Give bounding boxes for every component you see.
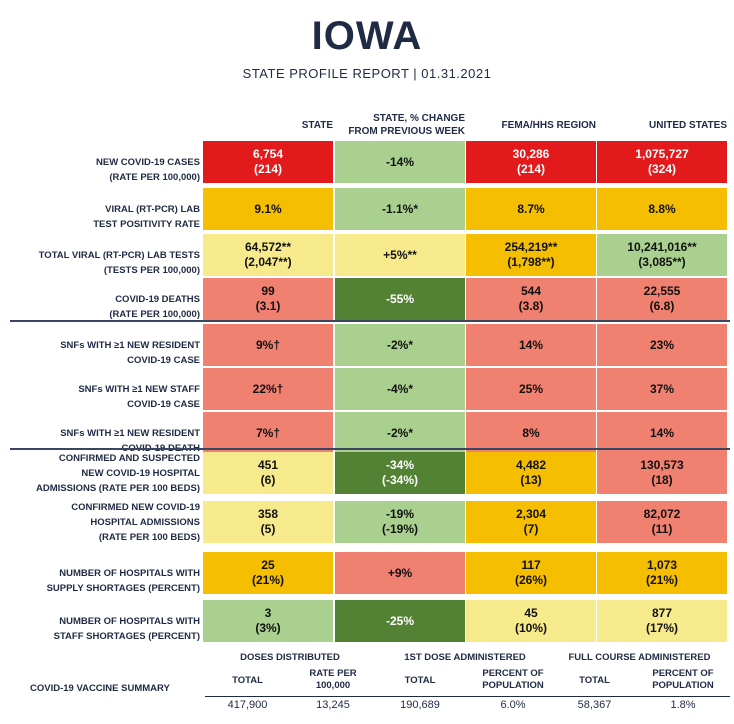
table-cell: 544 (3.8): [466, 278, 596, 320]
row-label: SNFs WITH ≥1 NEW RESIDENT COVID-19 CASE: [60, 340, 200, 366]
table-cell: -2%*: [335, 324, 465, 366]
vaccine-value: 13,245: [316, 699, 350, 711]
table-cell: 22,555 (6.8): [597, 278, 727, 320]
column-header: STATE: [301, 119, 333, 131]
vaccine-subheader: RATE PER 100,000: [309, 668, 357, 691]
row-label: NUMBER OF HOSPITALS WITH STAFF SHORTAGES …: [53, 616, 200, 642]
table-cell: 8.8%: [597, 188, 727, 230]
table-cell: 2,304 (7): [466, 501, 596, 543]
table-cell: -55%: [335, 278, 465, 320]
table-cell: 3 (3%): [203, 600, 333, 642]
table-cell: -2%*: [335, 412, 465, 454]
table-cell: 25 (21%): [203, 552, 333, 594]
table-cell: 37%: [597, 368, 727, 410]
vaccine-value: 58,367: [577, 699, 612, 711]
vaccine-value: 190,689: [400, 699, 440, 711]
report-subtitle: STATE PROFILE REPORT | 01.31.2021: [242, 66, 492, 81]
table-cell: 451 (6): [203, 452, 333, 494]
section-divider: [10, 448, 730, 450]
table-cell: -1.1%*: [335, 188, 465, 230]
row-label: CONFIRMED AND SUSPECTED NEW COVID-19 HOSP…: [36, 453, 200, 494]
vaccine-group-header: DOSES DISTRIBUTED: [240, 652, 340, 663]
table-cell: 7%†: [203, 412, 333, 454]
row-label: TOTAL VIRAL (RT-PCR) LAB TESTS (TESTS PER…: [38, 250, 200, 276]
vaccine-subheader: PERCENT OF POPULATION: [652, 668, 714, 691]
row-label: COVID-19 DEATHS (RATE PER 100,000): [109, 294, 200, 320]
table-cell: -25%: [335, 600, 465, 642]
table-cell: 23%: [597, 324, 727, 366]
table-cell: 117 (26%): [466, 552, 596, 594]
table-cell: 9.1%: [203, 188, 333, 230]
row-label: SNFs WITH ≥1 NEW STAFF COVID-19 CASE: [78, 384, 200, 410]
row-label: CONFIRMED NEW COVID-19 HOSPITAL ADMISSION…: [71, 502, 200, 543]
vaccine-value: 417,900: [227, 699, 268, 711]
vaccine-value: 6.0%: [500, 699, 526, 711]
table-cell: 8%: [466, 412, 596, 454]
table-cell: 45 (10%): [466, 600, 596, 642]
table-cell: 99 (3.1): [203, 278, 333, 320]
vaccine-subheader: TOTAL: [404, 675, 436, 686]
table-cell: 25%: [466, 368, 596, 410]
table-cell: 82,072 (11): [597, 501, 727, 543]
table-cell: 9%†: [203, 324, 333, 366]
table-cell: +5%**: [335, 234, 465, 276]
vaccine-group-header: 1ST DOSE ADMINISTERED: [404, 652, 526, 663]
table-cell: -14%: [335, 141, 465, 183]
vaccine-group-header: FULL COURSE ADMINISTERED: [568, 652, 711, 663]
row-label: NUMBER OF HOSPITALS WITH SUPPLY SHORTAGES…: [46, 568, 200, 594]
table-cell: 64,572** (2,047**): [203, 234, 333, 276]
vaccine-summary-label: COVID-19 VACCINE SUMMARY: [30, 683, 170, 694]
table-cell: 130,573 (18): [597, 452, 727, 494]
vaccine-subheader: TOTAL: [232, 675, 263, 686]
table-cell: 4,482 (13): [466, 452, 596, 494]
table-cell: 14%: [466, 324, 596, 366]
table-cell: 877 (17%): [597, 600, 727, 642]
table-cell: +9%: [335, 552, 465, 594]
row-label: NEW COVID-19 CASES (RATE PER 100,000): [96, 157, 200, 183]
table-cell: 8.7%: [466, 188, 596, 230]
column-header: STATE, % CHANGE FROM PREVIOUS WEEK: [348, 113, 465, 137]
column-header: FEMA/HHS REGION: [501, 119, 596, 131]
table-cell: 22%†: [203, 368, 333, 410]
vaccine-subheader: PERCENT OF POPULATION: [482, 668, 544, 691]
table-cell: -19% (-19%): [335, 501, 465, 543]
table-cell: 14%: [597, 412, 727, 454]
table-cell: 358 (5): [203, 501, 333, 543]
table-cell: 1,075,727 (324): [597, 141, 727, 183]
section-divider: [10, 320, 730, 322]
vaccine-value: 1.8%: [670, 699, 696, 711]
table-cell: 30,286 (214): [466, 141, 596, 183]
table-cell: -4%*: [335, 368, 465, 410]
table-cell: 10,241,016** (3,085**): [597, 234, 727, 276]
column-header: UNITED STATES: [649, 119, 727, 131]
vaccine-subheader: TOTAL: [579, 675, 610, 686]
table-cell: -34% (-34%): [335, 452, 465, 494]
vaccine-underline: [205, 696, 730, 697]
table-cell: 6,754 (214): [203, 141, 333, 183]
page-title: IOWA: [311, 14, 423, 58]
table-cell: 254,219** (1,798**): [466, 234, 596, 276]
row-label: VIRAL (RT-PCR) LAB TEST POSITIVITY RATE: [93, 204, 200, 230]
table-cell: 1,073 (21%): [597, 552, 727, 594]
